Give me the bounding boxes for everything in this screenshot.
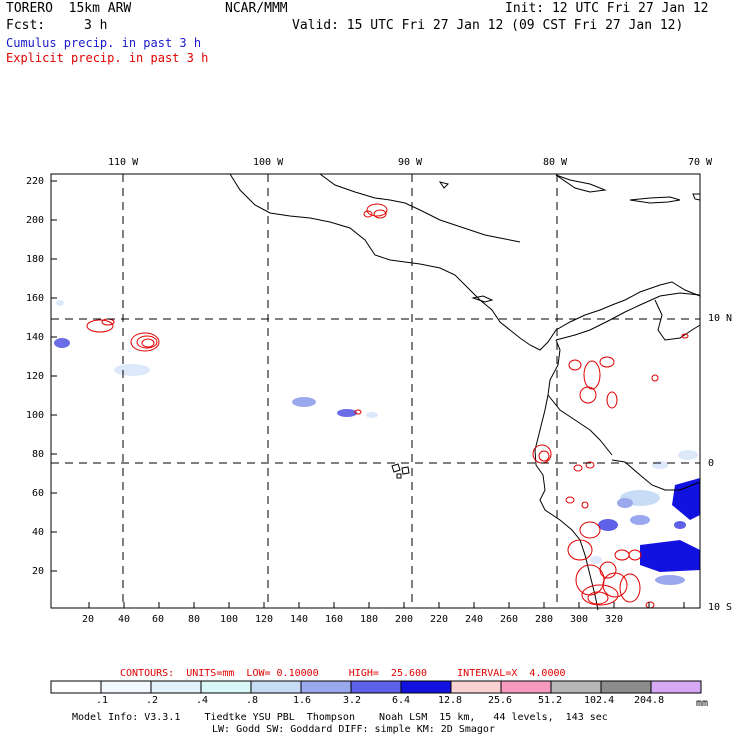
colorbar-label: 25.6: [488, 695, 513, 706]
lat-label-10n: 10 N: [708, 313, 733, 324]
explicit-precip-contours: [86, 203, 689, 609]
colorbar-label: .2: [146, 695, 159, 706]
colorbar-swatch: [650, 680, 702, 694]
colorbar-swatch: [550, 680, 602, 694]
lon-label-90w: 90 W: [398, 157, 423, 168]
lat-lon-grid: [51, 174, 700, 608]
x-tick: 320: [605, 614, 624, 625]
colorbar-swatch: [200, 680, 252, 694]
x-tick: 40: [118, 614, 131, 625]
x-tick: 100: [220, 614, 239, 625]
lon-label-110w: 110 W: [108, 157, 139, 168]
coastlines: [229, 173, 701, 611]
colorbar-label: 102.4: [584, 695, 615, 706]
colorbar-swatch: [450, 680, 502, 694]
init-time: Init: 12 UTC Fri 27 Jan 12: [505, 1, 709, 16]
x-tick: 60: [152, 614, 165, 625]
cumulus-legend: Cumulus precip. in past 3 h: [6, 36, 202, 50]
colorbar-swatch: [50, 680, 102, 694]
model-title: TORERO 15km ARW: [6, 1, 132, 16]
y-tick: 140: [26, 332, 45, 343]
valid-time: Valid: 15 UTC Fri 27 Jan 12 (09 CST Fri …: [292, 18, 684, 33]
y-tick-marks: [51, 180, 57, 572]
colorbar-unit: mm: [696, 698, 709, 709]
y-tick: 200: [26, 215, 45, 226]
x-tick: 140: [290, 614, 309, 625]
x-tick: 280: [535, 614, 554, 625]
y-tick: 120: [26, 371, 45, 382]
map-frame: [50, 173, 701, 609]
lon-label-70w: 70 W: [688, 157, 713, 168]
y-tick: 100: [26, 410, 45, 421]
colorbar-label: .4: [196, 695, 209, 706]
x-tick: 20: [82, 614, 95, 625]
colorbar-label: 12.8: [438, 695, 463, 706]
physics-info: LW: Godd SW: Goddard DIFF: simple KM: 2D…: [212, 724, 495, 735]
colorbar-swatch: [150, 680, 202, 694]
colorbar-swatch: [250, 680, 302, 694]
colorbar-swatch: [350, 680, 402, 694]
lon-label-100w: 100 W: [253, 157, 284, 168]
lat-label-0: 0: [708, 458, 715, 469]
lat-label-10s: 10 S: [708, 602, 733, 613]
x-tick: 200: [395, 614, 414, 625]
explicit-legend: Explicit precip. in past 3 h: [6, 51, 209, 65]
colorbar-label: 6.4: [392, 695, 411, 706]
x-tick: 300: [570, 614, 589, 625]
colorbar-label: 204.8: [634, 695, 665, 706]
y-tick: 40: [32, 527, 45, 538]
colorbar-label: 51.2: [538, 695, 563, 706]
colorbar: [50, 680, 702, 694]
forecast-label: Fcst:: [6, 18, 46, 33]
y-tick: 80: [32, 449, 45, 460]
y-tick: 160: [26, 293, 45, 304]
x-tick: 180: [360, 614, 379, 625]
y-tick: 60: [32, 488, 45, 499]
x-tick-marks: [88, 602, 685, 608]
x-tick: 160: [325, 614, 344, 625]
contour-info: CONTOURS: UNITS=mm LOW= 0.10000 HIGH= 25…: [120, 668, 566, 679]
colorbar-swatch: [300, 680, 352, 694]
y-tick: 220: [26, 176, 45, 187]
colorbar-label: 1.6: [293, 695, 312, 706]
colorbar-swatch: [500, 680, 552, 694]
y-tick: 20: [32, 566, 45, 577]
organization: NCAR/MMM: [225, 1, 288, 16]
y-tick: 180: [26, 254, 45, 265]
colorbar-swatch: [600, 680, 652, 694]
forecast-hours: 3 h: [84, 18, 108, 33]
colorbar-label: .8: [246, 695, 259, 706]
x-tick: 220: [430, 614, 449, 625]
x-tick: 240: [465, 614, 484, 625]
colorbar-label: 3.2: [343, 695, 362, 706]
x-tick: 80: [188, 614, 201, 625]
x-tick: 260: [500, 614, 519, 625]
lon-label-80w: 80 W: [543, 157, 568, 168]
colorbar-swatch: [100, 680, 152, 694]
model-info: Model Info: V3.3.1 Tiedtke YSU PBL Thomp…: [72, 712, 608, 723]
colorbar-label: .1: [96, 695, 109, 706]
x-tick: 120: [255, 614, 274, 625]
cumulus-precip-shading: [54, 300, 700, 585]
colorbar-swatch: [400, 680, 452, 694]
